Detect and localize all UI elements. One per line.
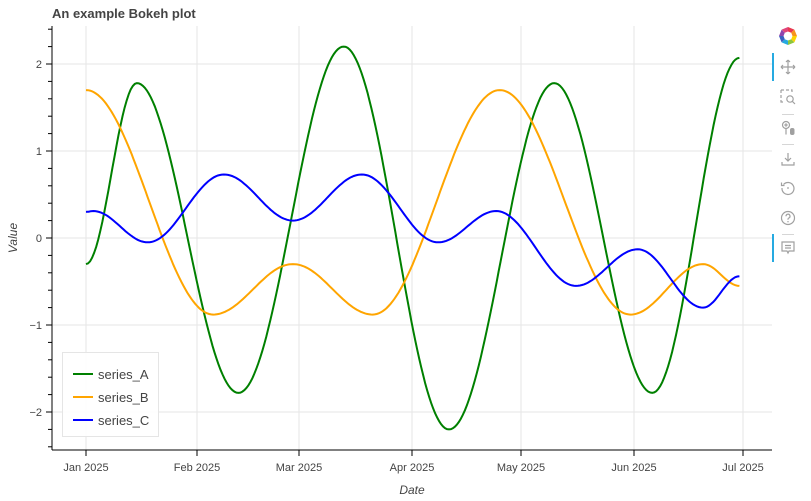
reset-icon xyxy=(780,181,795,196)
hover-tooltip-icon xyxy=(781,241,795,255)
help-icon xyxy=(780,210,796,226)
toolbar-separator xyxy=(782,144,794,145)
x-tick-label: Mar 2025 xyxy=(276,462,322,474)
pan-tool-button[interactable] xyxy=(772,53,804,81)
grid-lines xyxy=(52,26,772,450)
series-line-series-b xyxy=(85,89,740,316)
x-tick-label: Jun 2025 xyxy=(611,462,656,474)
toolbar-separator xyxy=(782,114,794,115)
plot-title: An example Bokeh plot xyxy=(52,6,196,21)
x-tick-label: Apr 2025 xyxy=(390,462,435,474)
y-tick-label: 0 xyxy=(36,233,42,245)
toolbar-separator xyxy=(782,234,794,235)
axes: 2 1 0 −1 −2 Jan 2025 Feb 2025 Mar 2025 Apr 2025 M… xyxy=(29,26,772,474)
x-tick-label: Jul 2025 xyxy=(722,462,764,474)
wheel-zoom-icon xyxy=(781,120,795,135)
y-axis-label: Value xyxy=(6,223,20,254)
hover-tool-button[interactable] xyxy=(772,234,804,262)
legend-swatch-orange xyxy=(73,396,93,398)
reset-tool-button[interactable] xyxy=(772,174,804,202)
bokeh-logo[interactable] xyxy=(772,22,804,50)
y-tick-label: −2 xyxy=(29,407,42,419)
legend-item-series-c[interactable]: series_C xyxy=(73,412,149,428)
y-tick-label: 2 xyxy=(36,59,42,71)
x-axis-label: Date xyxy=(399,483,425,497)
x-tick-label: Jan 2025 xyxy=(63,462,108,474)
save-tool-button[interactable] xyxy=(772,145,804,173)
legend-swatch-blue xyxy=(73,419,93,421)
series-lines xyxy=(85,45,740,431)
hover-tool-active-indicator xyxy=(772,234,774,262)
legend-label: series_B xyxy=(98,389,149,405)
x-tick-label: May 2025 xyxy=(497,462,545,474)
bokeh-logo-icon xyxy=(779,27,797,45)
legend-label: series_A xyxy=(98,366,149,382)
y-tick-label: 1 xyxy=(36,146,42,158)
box-zoom-tool-button[interactable] xyxy=(772,83,804,111)
series-line-series-c xyxy=(85,173,740,309)
legend-item-series-a[interactable]: series_A xyxy=(73,366,149,382)
help-tool-button[interactable] xyxy=(772,204,804,232)
y-tick-label: −1 xyxy=(29,320,42,332)
download-icon xyxy=(781,153,795,166)
legend-label: series_C xyxy=(98,412,150,428)
wheel-zoom-tool-button[interactable] xyxy=(772,114,804,142)
move-arrows-icon xyxy=(780,59,796,75)
pan-tool-active-indicator xyxy=(772,53,774,81)
toolbar xyxy=(772,22,811,272)
legend-swatch-green xyxy=(73,373,93,375)
series-line-series-a xyxy=(85,45,740,431)
legend-item-series-b[interactable]: series_B xyxy=(73,389,149,405)
x-tick-label: Feb 2025 xyxy=(174,462,220,474)
box-zoom-icon xyxy=(780,89,796,105)
legend[interactable]: series_A series_B series_C xyxy=(62,352,159,437)
